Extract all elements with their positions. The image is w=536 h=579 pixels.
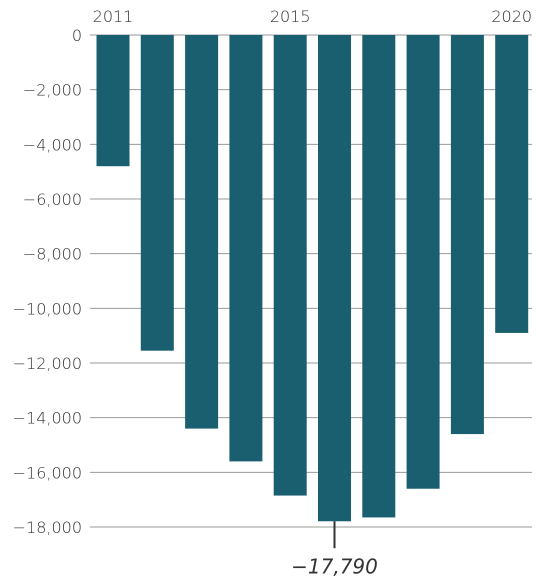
y-tick-label: −16,000 xyxy=(13,463,82,482)
y-tick-label: −18,000 xyxy=(13,518,82,537)
y-tick-label: −10,000 xyxy=(13,299,82,318)
y-axis-tick-labels: 0 −2,000 −4,000 −6,000 −8,000 −10,000 −12,000 −… xyxy=(13,26,82,537)
bar-2012 xyxy=(140,35,174,351)
bar-2016 xyxy=(318,35,351,522)
x-axis-labels: 2011 2015 2020 xyxy=(93,7,532,26)
bar-2019 xyxy=(450,35,484,435)
bar-2013 xyxy=(185,35,219,429)
y-tick-label: −14,000 xyxy=(13,409,82,428)
bar-2017 xyxy=(362,35,396,518)
x-tick-label: 2015 xyxy=(270,7,311,26)
y-tick-label: −6,000 xyxy=(23,190,82,209)
bar-2015 xyxy=(273,35,307,496)
y-tick-label: 0 xyxy=(72,26,82,45)
bar-2020 xyxy=(495,35,529,333)
bar-2011 xyxy=(96,35,130,167)
bars xyxy=(96,35,529,522)
x-tick-label: 2020 xyxy=(491,7,532,26)
bar-2018 xyxy=(406,35,440,489)
annotation-label: −17,790 xyxy=(291,554,378,578)
y-tick-label: −12,000 xyxy=(13,354,82,373)
y-tick-label: −2,000 xyxy=(23,81,82,100)
x-tick-label: 2011 xyxy=(93,7,134,26)
y-tick-label: −4,000 xyxy=(23,135,82,154)
bar-2014 xyxy=(229,35,263,462)
annotation: −17,790 xyxy=(291,521,378,578)
y-tick-label: −8,000 xyxy=(23,245,82,264)
